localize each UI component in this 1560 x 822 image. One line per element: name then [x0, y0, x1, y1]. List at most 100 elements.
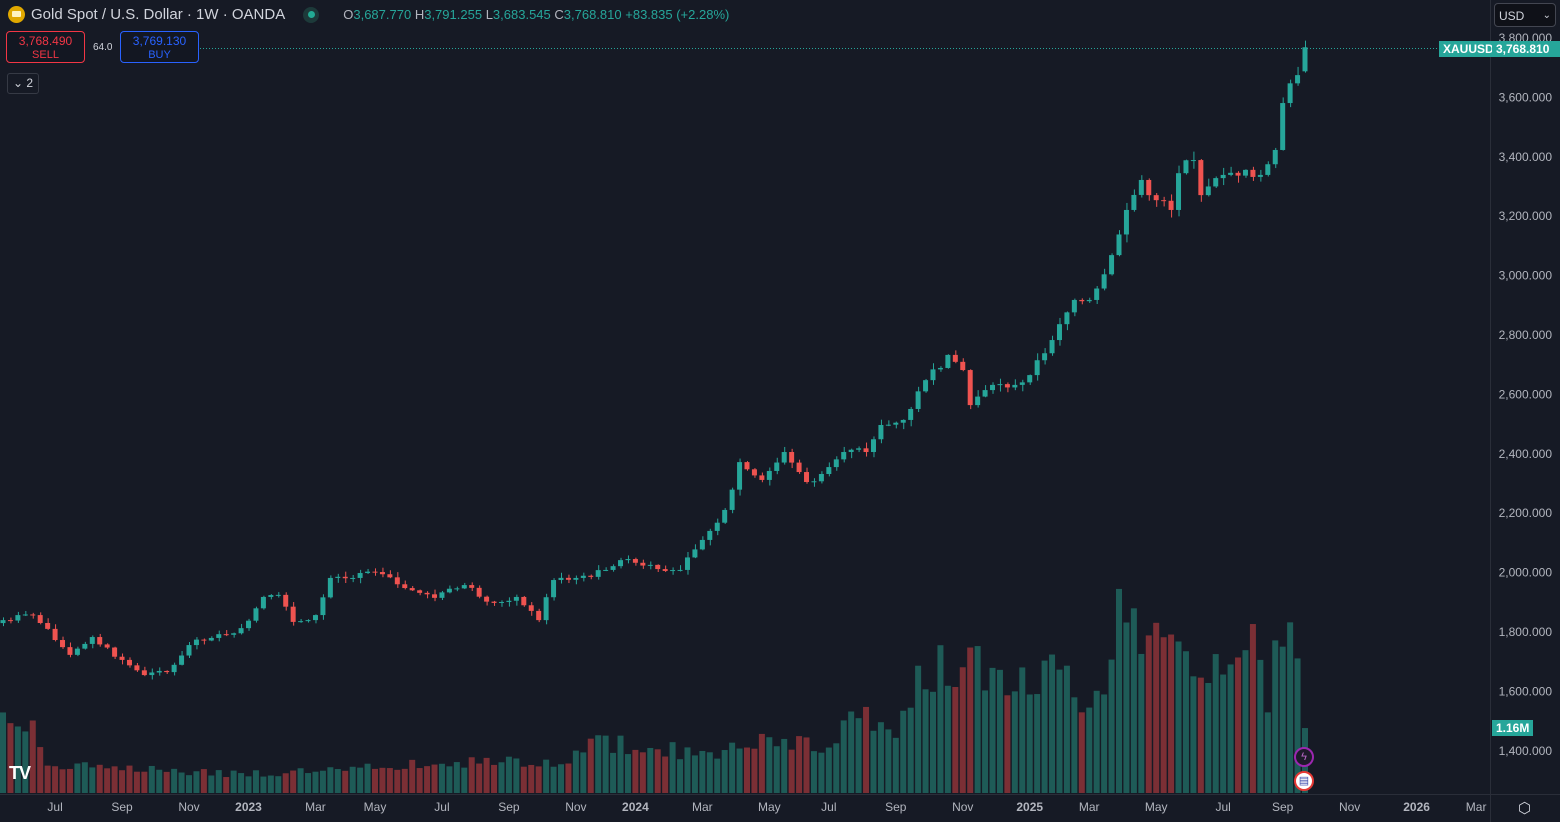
candle-body	[1205, 186, 1211, 196]
volume-bar	[677, 759, 684, 793]
volume-bar	[669, 742, 676, 793]
time-tick-label: 2023	[235, 800, 262, 814]
candle-body	[744, 462, 750, 470]
volume-bar	[639, 752, 646, 793]
price-tick-label: 2,400.000	[1499, 447, 1553, 461]
buy-button[interactable]: 3,769.130 BUY	[120, 31, 199, 63]
candle-body	[357, 573, 363, 578]
us-flag-event-icon[interactable]: ▤	[1294, 771, 1314, 791]
candle-body	[1027, 375, 1033, 383]
candle-body	[960, 361, 966, 371]
candle-body	[1012, 384, 1018, 388]
candle-body	[417, 590, 423, 593]
candle-body	[975, 396, 981, 406]
volume-bar	[624, 754, 631, 793]
volume-bar	[751, 748, 758, 793]
volume-bar	[825, 747, 832, 793]
candle-body	[298, 621, 304, 623]
volume-bar	[558, 764, 564, 793]
volume-bar	[803, 737, 810, 793]
volume-bar	[967, 647, 974, 793]
time-tick-label: Mar	[1466, 800, 1487, 814]
volume-bar	[1272, 640, 1279, 793]
volume-bar	[319, 770, 326, 793]
volume-bar	[565, 763, 572, 793]
settings-icon[interactable]: ⬡	[1518, 800, 1532, 817]
candle-body	[595, 570, 601, 577]
volume-bar	[1116, 588, 1122, 793]
volume-bar	[349, 766, 356, 793]
candle-body	[171, 664, 177, 673]
market-status-icon[interactable]	[303, 6, 320, 23]
candle-body	[937, 367, 943, 370]
price-tick-label: 3,600.000	[1499, 90, 1553, 104]
volume-bar	[974, 646, 981, 793]
candle-body	[908, 408, 914, 420]
candle-body	[655, 564, 661, 570]
volume-bar	[535, 766, 542, 793]
volume-bar	[379, 767, 386, 793]
candle-body	[1250, 169, 1256, 177]
sell-button[interactable]: 3,768.490 SELL	[6, 31, 85, 63]
candle-body	[320, 597, 326, 616]
candle-body	[692, 549, 698, 558]
volume-bar	[193, 771, 200, 793]
time-axis[interactable]: Jul Sep Nov 2023 Mar May Jul Sep Nov 2024 Mar May Ju…	[47, 800, 1486, 814]
candle-body	[45, 622, 51, 629]
volume-bar	[186, 775, 192, 793]
candle-body	[506, 600, 512, 602]
candle-body	[372, 571, 378, 573]
volume-bar	[788, 749, 795, 793]
volume-bar	[1160, 637, 1167, 793]
currency-select[interactable]: USD ⌄	[1494, 3, 1556, 27]
candle-body	[186, 645, 192, 656]
candle-body	[1019, 382, 1025, 385]
volume-bar	[810, 751, 817, 793]
candle-body	[7, 620, 13, 622]
candle-body	[1042, 353, 1048, 361]
candle-body	[684, 557, 690, 570]
volume-bar	[89, 767, 96, 793]
candle-body	[164, 670, 170, 673]
symbol-title[interactable]: Gold Spot / U.S. Dollar · 1W · OANDA	[31, 6, 286, 23]
volume-bar	[632, 749, 639, 793]
volume-bar	[959, 667, 966, 793]
volume-bar	[781, 738, 788, 793]
volume-bar	[758, 733, 765, 793]
volume-bar	[1294, 658, 1301, 793]
candle-body	[461, 585, 467, 589]
lightning-event-icon[interactable]: ϟ	[1294, 747, 1314, 767]
candle-body	[632, 559, 638, 563]
candle-body	[811, 481, 817, 483]
volume-bar	[178, 772, 185, 793]
candle-body	[238, 628, 244, 634]
volume-bar	[1123, 622, 1130, 793]
candle-body	[759, 475, 765, 480]
volume-bar	[1287, 622, 1294, 793]
candle-body	[498, 601, 504, 603]
volume-bar	[1138, 653, 1145, 793]
candle-body	[484, 596, 490, 602]
volume-bar	[848, 711, 855, 793]
volume-bar	[133, 771, 140, 793]
volume-bar	[1212, 654, 1219, 793]
candle-body	[640, 562, 646, 566]
candle-body	[74, 648, 80, 655]
volume-bar	[282, 773, 289, 793]
candle-body	[982, 390, 988, 397]
symbol-tag: XAUUSD	[1439, 41, 1498, 57]
candle-body	[521, 596, 527, 606]
volume-bar	[684, 747, 691, 793]
volume-bar	[915, 665, 922, 793]
price-axis[interactable]: 3,600.000 3,400.000 3,200.000 3,000.000 2,80…	[1499, 31, 1553, 758]
indicators-toggle-button[interactable]: ⌄ 2	[7, 73, 39, 94]
volume-bar	[602, 735, 609, 793]
volume-bar	[1168, 634, 1175, 793]
volume-bar	[520, 766, 527, 793]
candle-body	[1138, 179, 1144, 195]
volume-bar	[885, 729, 892, 793]
tradingview-logo[interactable]: TV	[9, 763, 31, 783]
time-tick-label: Sep	[885, 800, 907, 814]
volume-bar	[1220, 674, 1227, 793]
